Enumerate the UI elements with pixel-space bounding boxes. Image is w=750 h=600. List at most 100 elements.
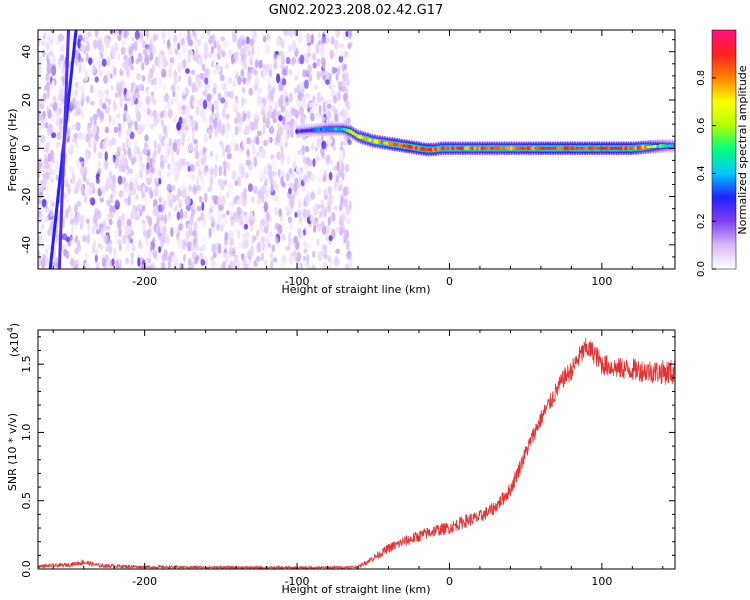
noise-blob bbox=[317, 186, 322, 196]
noise-blob bbox=[313, 100, 319, 111]
noise-blob bbox=[125, 257, 130, 265]
noise-blob bbox=[174, 93, 179, 104]
noise-blob bbox=[134, 92, 140, 100]
noise-blob bbox=[86, 41, 90, 52]
noise-blob bbox=[256, 90, 261, 97]
noise-blob bbox=[229, 237, 235, 247]
noise-blob bbox=[307, 176, 311, 185]
noise-blob bbox=[79, 214, 85, 225]
noise-blob bbox=[186, 118, 192, 128]
noise-blob bbox=[176, 51, 182, 59]
noise-blob bbox=[241, 53, 246, 63]
noise-blob bbox=[149, 244, 153, 252]
noise-blob bbox=[258, 59, 263, 69]
noise-blob bbox=[234, 256, 239, 265]
steep-line bbox=[57, 30, 70, 269]
noise-blob bbox=[344, 99, 350, 107]
noise-blob bbox=[165, 234, 170, 246]
noise-blob bbox=[346, 79, 350, 86]
noise-blob bbox=[224, 63, 230, 69]
noise-blob bbox=[330, 36, 335, 45]
noise-blob bbox=[123, 112, 127, 123]
noise-blob bbox=[105, 165, 109, 171]
noise-blob bbox=[330, 88, 335, 98]
noise-blob bbox=[194, 142, 199, 149]
noise-blob bbox=[202, 217, 207, 229]
noise-blob bbox=[198, 246, 203, 252]
noise-blob bbox=[280, 155, 284, 166]
noise-blob bbox=[186, 33, 192, 44]
noise-blob bbox=[238, 123, 242, 133]
noise-blob bbox=[270, 260, 274, 269]
noise-blob bbox=[52, 168, 57, 175]
noise-blob bbox=[267, 111, 270, 122]
noise-blob bbox=[284, 96, 290, 107]
noise-blob bbox=[82, 172, 87, 182]
noise-blob bbox=[314, 146, 318, 152]
noise-blob bbox=[234, 104, 239, 112]
noise-blob bbox=[223, 243, 227, 250]
noise-blob bbox=[187, 258, 192, 267]
noise-blob bbox=[164, 92, 169, 103]
noise-blob bbox=[256, 130, 262, 136]
noise-blob bbox=[145, 259, 150, 269]
noise-blob bbox=[188, 184, 193, 193]
noise-blob bbox=[57, 94, 63, 101]
noise-blob bbox=[170, 84, 176, 92]
noise-blob bbox=[303, 53, 308, 59]
noise-blob bbox=[204, 165, 209, 173]
noise-blob bbox=[177, 199, 183, 205]
noise-blob bbox=[340, 140, 344, 147]
noise-blob bbox=[108, 114, 112, 123]
noise-blob bbox=[247, 250, 252, 260]
noise-blob bbox=[294, 211, 298, 218]
noise-blob bbox=[343, 50, 347, 60]
noise-blob bbox=[172, 255, 178, 265]
noise-blob bbox=[141, 123, 145, 132]
noise-blob bbox=[263, 246, 268, 254]
noise-blob bbox=[285, 245, 291, 251]
noise-blob bbox=[97, 160, 102, 168]
noise-blob bbox=[339, 114, 343, 121]
noise-blob bbox=[215, 63, 221, 74]
noise-blob bbox=[271, 170, 277, 177]
noise-blob bbox=[250, 121, 255, 132]
noise-blob bbox=[84, 152, 89, 163]
noise-blob bbox=[192, 236, 197, 245]
noise-blob bbox=[199, 107, 205, 118]
noise-blob bbox=[157, 188, 163, 198]
noise-blob bbox=[181, 239, 186, 245]
noise-blob bbox=[299, 106, 304, 116]
noise-blob bbox=[166, 198, 171, 207]
noise-blob bbox=[106, 70, 110, 77]
noise-blob bbox=[302, 241, 308, 248]
noise-blob bbox=[137, 52, 143, 63]
noise-blob bbox=[173, 34, 178, 43]
noise-blob bbox=[238, 219, 244, 226]
noise-blob bbox=[237, 75, 242, 86]
noise-blob bbox=[80, 108, 84, 120]
noise-blob bbox=[78, 62, 82, 74]
noise-blob bbox=[137, 123, 143, 135]
noise-blob bbox=[110, 61, 115, 71]
noise-blob bbox=[225, 255, 229, 264]
noise-blob bbox=[187, 76, 192, 87]
noise-blob bbox=[316, 92, 321, 103]
noise-blob bbox=[262, 215, 266, 227]
noise-blob bbox=[312, 250, 316, 258]
noise-blob bbox=[47, 244, 52, 251]
colorbar-tick-label: 0.0 bbox=[696, 261, 707, 277]
noise-blob bbox=[152, 117, 158, 128]
noise-blob bbox=[336, 91, 341, 101]
noise-blob bbox=[301, 185, 306, 192]
noise-blob bbox=[231, 30, 237, 38]
noise-blob bbox=[247, 66, 253, 74]
noise-blob bbox=[323, 30, 329, 36]
noise-blob bbox=[258, 219, 264, 230]
noise-blob bbox=[302, 30, 308, 38]
noise-blob bbox=[336, 160, 340, 172]
noise-blob bbox=[80, 57, 84, 63]
noise-blob bbox=[339, 64, 343, 70]
noise-blob bbox=[92, 113, 98, 121]
